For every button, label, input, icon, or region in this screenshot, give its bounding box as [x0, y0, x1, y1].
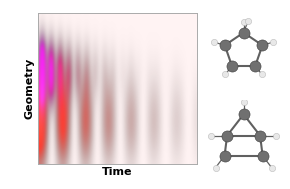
Y-axis label: Geometry: Geometry: [25, 58, 35, 119]
X-axis label: Time: Time: [102, 167, 133, 177]
